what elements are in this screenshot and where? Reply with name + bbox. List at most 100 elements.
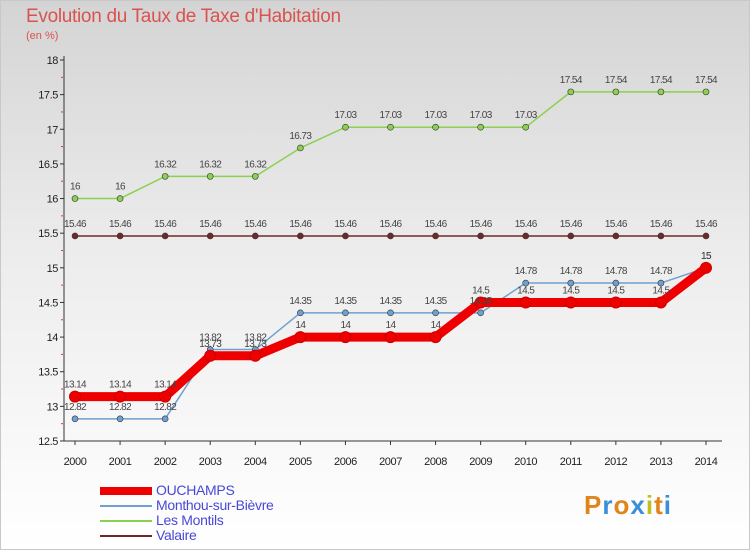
- data-point: [71, 232, 79, 240]
- data-label: 17.54: [560, 75, 583, 86]
- data-label: 14.78: [560, 266, 583, 277]
- data-point: [249, 349, 262, 362]
- data-point: [342, 123, 349, 131]
- legend-swatch: [100, 505, 152, 507]
- data-point: [114, 390, 127, 403]
- data-label: 14: [431, 320, 442, 331]
- x-tick-label: 2006: [334, 456, 357, 468]
- data-label: 15.46: [244, 219, 267, 230]
- y-tick-label: 16: [47, 194, 59, 206]
- data-point: [116, 415, 124, 423]
- data-label: 16.73: [289, 131, 312, 142]
- data-label: 13.73: [199, 339, 222, 350]
- data-point: [432, 309, 439, 317]
- data-label: 17.03: [425, 110, 448, 121]
- data-point: [342, 309, 349, 317]
- data-label: 14.5: [562, 285, 580, 296]
- data-point: [387, 123, 394, 131]
- data-label: 14.5: [517, 285, 535, 296]
- x-tick-label: 2009: [469, 456, 492, 468]
- data-point: [297, 309, 304, 317]
- data-label: 13.14: [109, 380, 132, 391]
- data-label: 16.32: [154, 159, 177, 170]
- data-label: 15.46: [515, 219, 538, 230]
- data-label: 17.54: [605, 75, 628, 86]
- x-tick-label: 2004: [244, 456, 267, 468]
- data-label: 15.46: [379, 219, 402, 230]
- x-tick-label: 2011: [560, 456, 582, 468]
- data-point: [612, 232, 620, 240]
- data-point: [204, 349, 217, 362]
- data-label: 15.46: [109, 219, 132, 230]
- data-label: 17.54: [695, 75, 718, 86]
- data-label: 14.5: [607, 285, 625, 296]
- y-tick-label: 17: [47, 124, 59, 136]
- data-label: 13.73: [244, 339, 267, 350]
- data-point: [702, 232, 710, 240]
- logo-letter: r: [602, 490, 614, 520]
- legend-label: Les Montils: [156, 512, 224, 528]
- data-point: [477, 309, 484, 317]
- data-point: [161, 415, 169, 423]
- data-label: 17.03: [379, 110, 402, 121]
- logo-letter: t: [654, 490, 664, 520]
- legend-label: OUCHAMPS: [156, 482, 235, 498]
- logo-letter: i: [663, 490, 672, 520]
- data-label: 16: [115, 182, 126, 193]
- y-tick-label: 14.5: [38, 297, 58, 309]
- data-point: [519, 296, 532, 309]
- data-point: [387, 309, 394, 317]
- logo-letter: o: [613, 490, 631, 520]
- data-point: [474, 296, 487, 309]
- x-tick-label: 2002: [154, 456, 177, 468]
- y-tick-label: 15: [47, 263, 59, 275]
- data-point: [522, 232, 530, 240]
- proxiti-logo: Proxiti: [584, 490, 672, 521]
- legend-swatch: [100, 520, 152, 522]
- data-label: 13.14: [154, 380, 177, 391]
- data-label: 14.78: [515, 266, 538, 277]
- data-point: [251, 232, 259, 240]
- data-label: 15.46: [605, 219, 628, 230]
- data-point: [206, 173, 214, 180]
- data-point: [567, 279, 575, 287]
- x-tick-label: 2012: [604, 456, 627, 468]
- data-point: [116, 195, 124, 202]
- data-point: [339, 331, 352, 344]
- data-point: [384, 331, 397, 344]
- data-label: 12.82: [64, 402, 87, 413]
- data-label: 14.35: [425, 296, 448, 307]
- y-tick-label: 13: [47, 401, 59, 413]
- data-label: 15.46: [334, 219, 357, 230]
- data-label: 14: [295, 320, 306, 331]
- data-label: 17.03: [470, 110, 493, 121]
- data-point: [294, 331, 307, 344]
- data-label: 15.46: [64, 219, 87, 230]
- series-line-les-montils: [74, 91, 707, 200]
- y-tick-label: 17.5: [38, 90, 58, 102]
- data-label: 13.82: [244, 333, 267, 344]
- data-label: 17.03: [334, 110, 357, 121]
- data-point: [387, 232, 394, 240]
- x-tick-label: 2008: [424, 456, 447, 468]
- logo-letter: x: [630, 490, 646, 520]
- data-point: [251, 173, 259, 180]
- data-point: [700, 261, 712, 274]
- data-label: 14.35: [334, 296, 357, 307]
- data-point: [161, 173, 169, 180]
- data-label: 14.78: [650, 266, 673, 277]
- y-tick-label: 12.5: [38, 436, 58, 448]
- data-point: [567, 232, 575, 240]
- data-point: [477, 123, 484, 131]
- data-label: 15: [701, 251, 712, 262]
- data-point: [564, 296, 577, 309]
- data-point: [71, 415, 79, 423]
- data-point: [657, 279, 665, 287]
- y-tick-label: 15.5: [38, 228, 58, 240]
- data-label: 14.35: [289, 296, 312, 307]
- y-tick-label: 13.5: [38, 367, 58, 379]
- data-point: [612, 88, 620, 96]
- data-point: [522, 123, 530, 131]
